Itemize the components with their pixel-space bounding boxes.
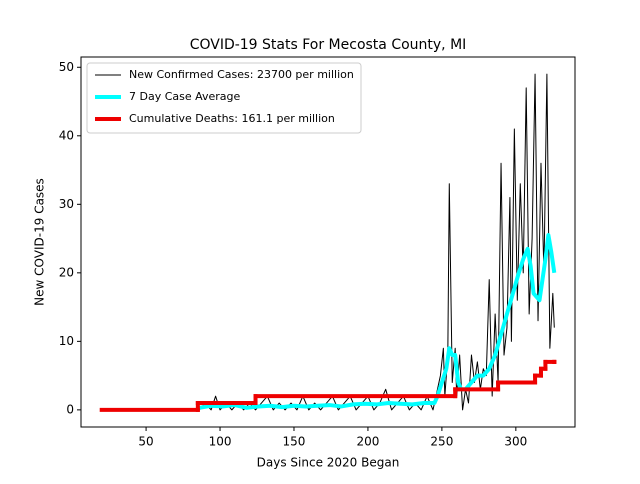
y-tick-label: 30 xyxy=(59,197,74,211)
chart-title: COVID-19 Stats For Mecosta County, MI xyxy=(190,37,467,53)
y-tick-label: 0 xyxy=(66,402,74,416)
series-line xyxy=(198,73,555,411)
y-tick-label: 10 xyxy=(59,334,74,348)
legend: New Confirmed Cases: 23700 per million 7 … xyxy=(86,62,362,134)
x-tick-label: 50 xyxy=(138,435,153,449)
x-tick-label: 300 xyxy=(504,435,527,449)
plot-area xyxy=(99,73,557,412)
legend-box xyxy=(86,62,362,134)
x-axis-label: Days Since 2020 Began xyxy=(257,456,400,470)
legend-label: Cumulative Deaths: 161.1 per million xyxy=(129,112,335,125)
x-tick-label: 200 xyxy=(356,435,379,449)
x-tick-label: 100 xyxy=(209,435,232,449)
y-tick-label: 50 xyxy=(59,60,74,74)
y-tick-label: 40 xyxy=(59,128,74,142)
series-line xyxy=(198,233,557,410)
x-tick-label: 250 xyxy=(430,435,453,449)
legend-label: 7 Day Case Average xyxy=(129,90,241,103)
axes-frame xyxy=(80,56,576,428)
x-tick-label: 150 xyxy=(283,435,306,449)
y-axis-label: New COVID-19 Cases xyxy=(33,178,47,306)
y-tick-label: 20 xyxy=(59,265,74,279)
legend-label: New Confirmed Cases: 23700 per million xyxy=(129,68,354,81)
